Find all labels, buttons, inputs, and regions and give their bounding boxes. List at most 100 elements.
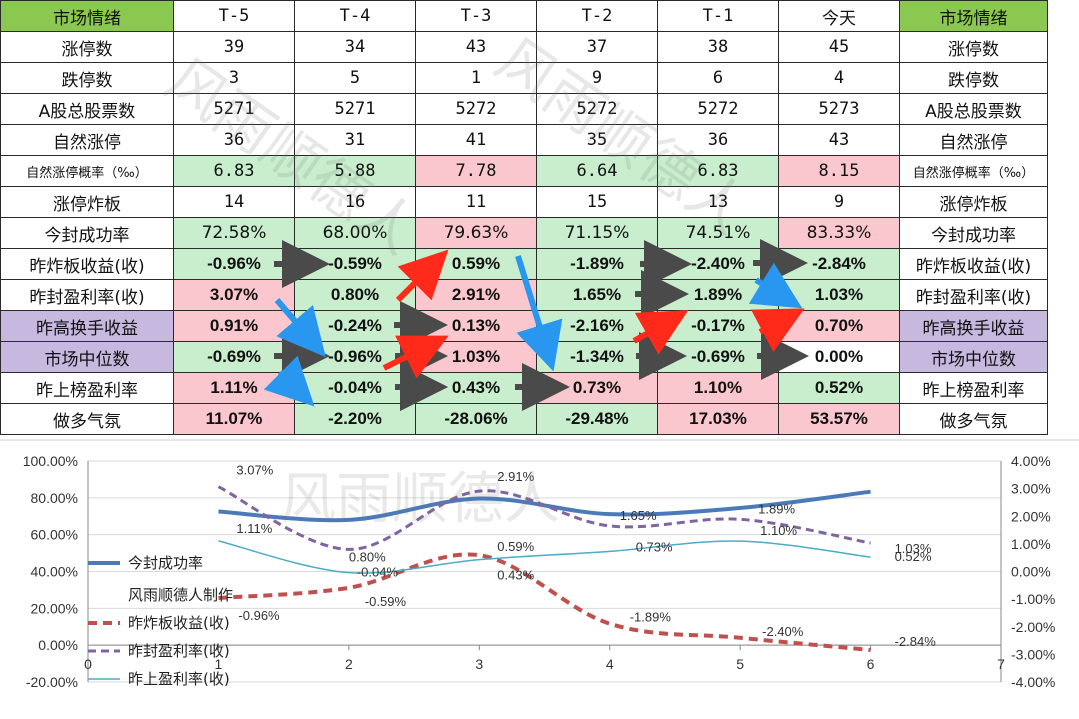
value-cell: -0.04% — [294, 372, 416, 404]
value-cell: 3 — [173, 62, 295, 94]
value-cell: 37 — [536, 31, 658, 63]
value-cell: 0.13% — [415, 310, 537, 342]
data-label: 2.91% — [497, 469, 534, 484]
value-cell: 36 — [657, 124, 779, 156]
value-cell: -0.59% — [294, 248, 416, 280]
market-sentiment-table: 市场情绪 T-5 T-4 T-3 T-2 T-1 今天 市场情绪 涨停数 39 34 43 37 38 45… — [0, 0, 1048, 435]
value-cell: -1.89% — [536, 248, 658, 280]
value-cell: 5271 — [173, 93, 295, 125]
value-cell: 5272 — [657, 93, 779, 125]
value-cell: 1 — [415, 62, 537, 94]
value-cell: 8.15 — [778, 155, 900, 187]
row-label-right: 市场中位数 — [899, 341, 1048, 373]
value-cell: -28.06% — [415, 403, 537, 435]
x-tick: 2 — [345, 656, 353, 672]
row-label-right: 涨停炸板 — [899, 186, 1048, 218]
chart-note: 风雨顺德人制作 — [128, 586, 233, 604]
value-cell: 71.15% — [536, 217, 658, 249]
y-left-tick: 80.00% — [31, 490, 78, 506]
row-label: 自然涨停 — [0, 124, 174, 156]
row-label: 跌停数 — [0, 62, 174, 94]
row-label: 涨停数 — [0, 31, 174, 63]
value-cell: 35 — [536, 124, 658, 156]
value-cell: -29.48% — [536, 403, 658, 435]
y-right-tick: -4.00% — [1011, 674, 1055, 690]
table-row: 自然涨停概率（‰） 6.83 5.88 7.78 6.64 6.83 8.15 自然涨停概率（… — [0, 155, 1048, 187]
value-cell: 0.52% — [778, 372, 900, 404]
header-col: T-3 — [415, 0, 537, 32]
row-label-right: 今封成功率 — [899, 217, 1048, 249]
row-label: 做多气氛 — [0, 403, 174, 435]
value-cell: 0.00% — [778, 341, 900, 373]
value-cell: 15 — [536, 186, 658, 218]
watermark-text: 风雨顺德人 — [280, 467, 560, 532]
row-label: 昨高换手收益 — [0, 310, 174, 342]
header-col: 今天 — [778, 0, 900, 32]
y-right-tick: -3.00% — [1011, 646, 1055, 662]
header-col: T-4 — [294, 0, 416, 32]
value-cell: 16 — [294, 186, 416, 218]
row-label-right: 跌停数 — [899, 62, 1048, 94]
row-label-right: 涨停数 — [899, 31, 1048, 63]
value-cell: 83.33% — [778, 217, 900, 249]
value-cell: -0.24% — [294, 310, 416, 342]
row-label-right: A股总股票数 — [899, 93, 1048, 125]
value-cell: 5 — [294, 62, 416, 94]
x-tick: 6 — [867, 656, 875, 672]
value-cell: 5272 — [536, 93, 658, 125]
data-label: 0.59% — [497, 539, 534, 554]
value-cell: 79.63% — [415, 217, 537, 249]
legend-label: 昨炸板收益(收) — [128, 614, 230, 632]
table-row: 市场中位数 -0.69% -0.96% 1.03% -1.34% -0.69% 0.00% 市… — [0, 341, 1048, 373]
row-label-right: 昨高换手收益 — [899, 310, 1048, 342]
value-cell: 0.70% — [778, 310, 900, 342]
data-label: 1.10% — [760, 523, 797, 538]
value-cell: 68.00% — [294, 217, 416, 249]
header-col: T-5 — [173, 0, 295, 32]
value-cell: -0.96% — [294, 341, 416, 373]
legend-label: 今封成功率 — [128, 554, 203, 572]
header-row: 市场情绪 T-5 T-4 T-3 T-2 T-1 今天 市场情绪 — [0, 0, 1048, 32]
value-cell: 5273 — [778, 93, 900, 125]
value-cell: -2.20% — [294, 403, 416, 435]
table-row: A股总股票数 5271 5271 5272 5272 5272 5273 A股总股票数 — [0, 93, 1048, 125]
value-cell: 3.07% — [173, 279, 295, 311]
data-label: 1.65% — [620, 508, 657, 523]
line-chart: 100.00%80.00%60.00%40.00%20.00%0.00%-20.… — [0, 439, 1079, 690]
y-right-tick: 0.00% — [1011, 564, 1051, 580]
value-cell: 0.43% — [415, 372, 537, 404]
data-label: -1.89% — [630, 610, 672, 625]
header-col: T-2 — [536, 0, 658, 32]
data-label: -0.96% — [238, 608, 280, 623]
row-label: 市场中位数 — [0, 341, 174, 373]
value-cell: 41 — [415, 124, 537, 156]
header-label-right: 市场情绪 — [899, 0, 1048, 32]
y-right-tick: 3.00% — [1011, 481, 1051, 497]
value-cell: 4 — [778, 62, 900, 94]
row-label: 自然涨停概率（‰） — [0, 155, 174, 187]
value-cell: -0.69% — [173, 341, 295, 373]
value-cell: 14 — [173, 186, 295, 218]
y-right-tick: 4.00% — [1011, 453, 1051, 469]
value-cell: 1.89% — [657, 279, 779, 311]
value-cell: 6 — [657, 62, 779, 94]
value-cell: 36 — [173, 124, 295, 156]
value-cell: 1.65% — [536, 279, 658, 311]
table-row: 跌停数 3 5 1 9 6 4 跌停数 — [0, 62, 1048, 94]
y-right-tick: 2.00% — [1011, 508, 1051, 524]
data-label: 1.03% — [895, 541, 932, 556]
table-row: 涨停炸板 14 16 11 15 13 9 涨停炸板 — [0, 186, 1048, 218]
table-row: 自然涨停 36 31 41 35 36 43 自然涨停 — [0, 124, 1048, 156]
header-col: T-1 — [657, 0, 779, 32]
value-cell: 53.57% — [778, 403, 900, 435]
value-cell: 6.83 — [173, 155, 295, 187]
table-row: 涨停数 39 34 43 37 38 45 涨停数 — [0, 31, 1048, 63]
value-cell: 11.07% — [173, 403, 295, 435]
legend-label: 昨封盈利率(收) — [128, 642, 230, 660]
x-tick: 5 — [736, 656, 744, 672]
data-label: -2.84% — [895, 634, 937, 649]
value-cell: -1.34% — [536, 341, 658, 373]
value-cell: 39 — [173, 31, 295, 63]
table-row: 昨上榜盈利率 1.11% -0.04% 0.43% 0.73% 1.10% 0.52% 昨上榜… — [0, 372, 1048, 404]
y-left-tick: 0.00% — [38, 637, 78, 653]
